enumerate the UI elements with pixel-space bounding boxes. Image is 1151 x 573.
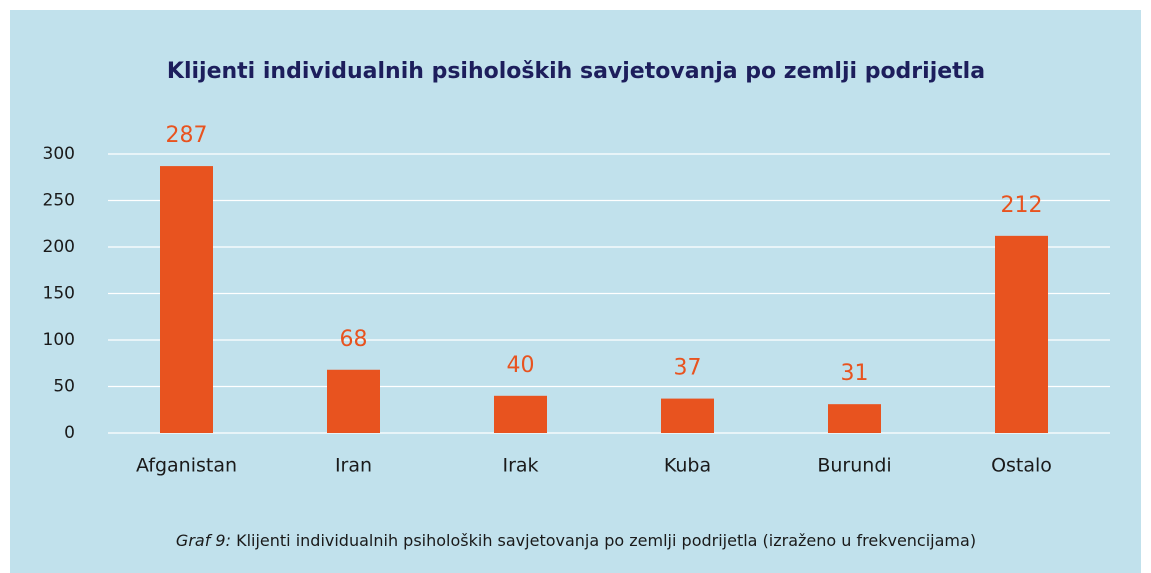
caption-prefix: Graf 9: [176, 531, 231, 550]
x-tick-label: Kuba [664, 455, 711, 477]
chart-title: Klijenti individualnih psiholoških savje… [167, 59, 985, 84]
data-label: 212 [1001, 193, 1043, 218]
bar [995, 235, 1048, 433]
x-tick-label: Burundi [817, 455, 891, 477]
y-tick-label: 300 [43, 144, 75, 164]
bar [828, 404, 881, 433]
y-tick-label: 50 [53, 377, 75, 397]
caption-text: Klijenti individualnih psiholoških savje… [231, 531, 976, 550]
data-label: 31 [841, 361, 869, 386]
caption: Graf 9: Klijenti individualnih psihološk… [176, 531, 976, 550]
bar [160, 166, 213, 433]
x-tick-label: Ostalo [991, 455, 1052, 477]
x-tick-label: Irak [502, 455, 538, 477]
data-label: 287 [166, 123, 208, 148]
bar [661, 398, 714, 433]
data-label: 40 [507, 353, 535, 378]
y-tick-label: 0 [64, 423, 75, 443]
y-tick-label: 150 [43, 284, 75, 304]
x-tick-label: Iran [335, 455, 372, 477]
data-label: 37 [674, 356, 702, 381]
y-tick-label: 200 [43, 237, 75, 257]
y-tick-label: 100 [43, 330, 75, 350]
x-tick-label: Afganistan [136, 455, 237, 477]
bar [494, 395, 547, 433]
bar [327, 369, 380, 433]
y-tick-label: 250 [43, 191, 75, 211]
data-label: 68 [340, 327, 368, 352]
